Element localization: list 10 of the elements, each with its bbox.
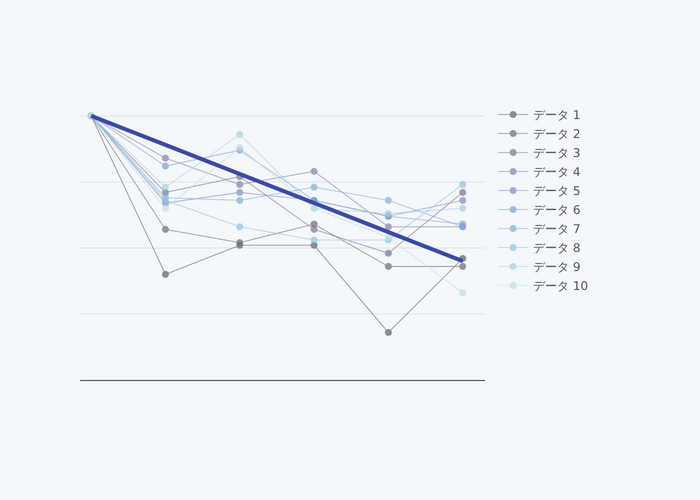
legend-label: データ 5	[533, 184, 581, 198]
legend-label: データ 2	[533, 127, 581, 142]
legend-label: データ 10	[533, 279, 588, 294]
legend-label: データ 1	[533, 108, 581, 122]
legend-label: データ 6	[533, 203, 581, 218]
legend-label: データ 8	[533, 241, 581, 256]
legend-label: データ 3	[533, 146, 581, 160]
legend-label: データ 9	[533, 260, 581, 274]
legend-label: データ 7	[533, 222, 581, 236]
legend-label: データ 4	[533, 165, 581, 180]
